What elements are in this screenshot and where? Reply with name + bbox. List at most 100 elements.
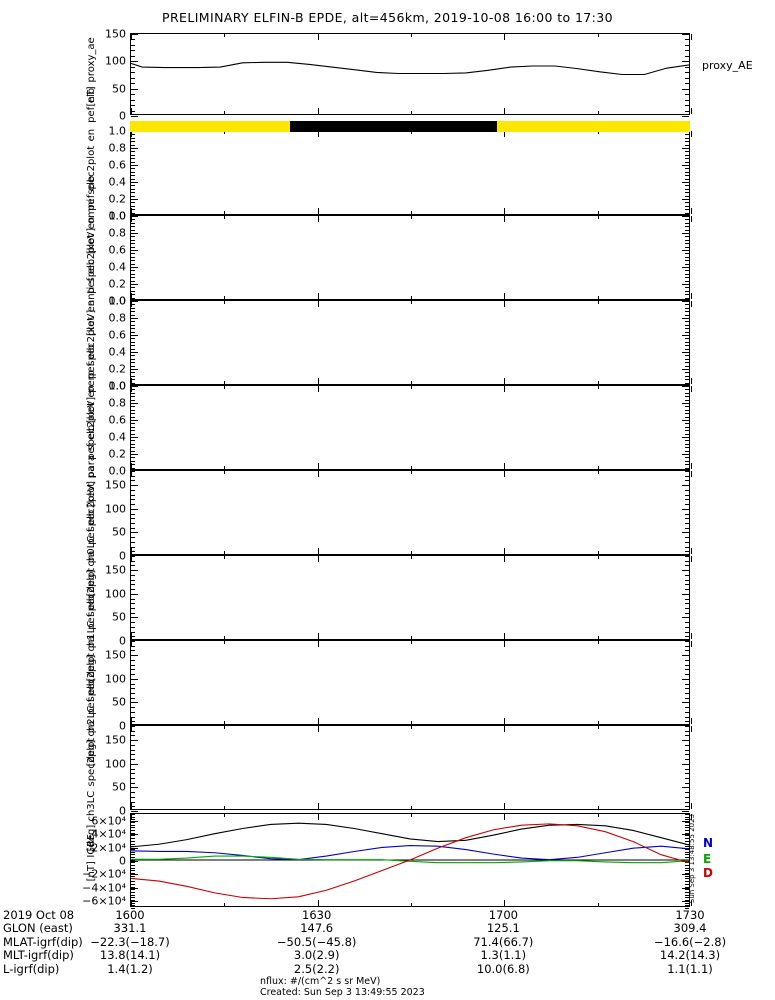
ytick-minor: [131, 897, 135, 899]
ytick-minor: [685, 236, 689, 238]
xtick-major: [504, 471, 506, 477]
ytick-minor: [131, 655, 135, 657]
xtick-major: [131, 386, 132, 392]
ytick-minor: [131, 409, 135, 411]
ytick-minor: [685, 527, 689, 529]
ytick-minor: [131, 423, 135, 425]
ytick-minor: [131, 645, 135, 647]
ytick-minor: [685, 433, 689, 435]
annotation-value: 1700: [488, 908, 518, 922]
ytick-minor: [131, 870, 135, 872]
ytick-minor: [131, 840, 135, 842]
ytick-minor: [131, 721, 135, 723]
ytick-minor: [685, 735, 689, 737]
ytick-minor: [685, 565, 689, 567]
page-title: PRELIMINARY ELFIN-B EPDE, alt=456km, 201…: [162, 10, 613, 25]
ytick-minor: [131, 72, 135, 74]
ytick-minor: [685, 827, 689, 829]
ytick-minor: [685, 239, 689, 241]
ytick-minor: [131, 607, 135, 609]
ytick-minor: [685, 806, 689, 808]
xtick-major: [504, 108, 506, 114]
ytick-minor: [131, 664, 135, 666]
ytick-minor: [685, 574, 689, 576]
panel-label-line: pa: [86, 551, 97, 564]
panel-label-line: pef: [86, 698, 97, 715]
ytick-minor: [131, 650, 135, 652]
ytick-minor: [685, 782, 689, 784]
ytick-minor: [685, 697, 689, 699]
ytick-minor: [131, 331, 135, 333]
credit-block: nflux: #/(cm^2 s sr MeV) Created: Sun Se…: [0, 976, 775, 998]
ytick-minor: [131, 168, 135, 170]
ytick-minor: [685, 773, 689, 775]
ytick-minor: [131, 185, 135, 187]
ytick-minor: [685, 905, 689, 907]
ytick-minor: [131, 598, 135, 600]
panel-curves: [131, 814, 689, 906]
ytick-minor: [131, 345, 135, 347]
ytick-minor: [685, 467, 689, 469]
panel-label-line: pa: [86, 466, 97, 479]
ytick-minor: [685, 99, 689, 101]
ytick-minor: [131, 527, 135, 529]
xtick-minor: [411, 211, 412, 214]
annotation-row: GLON (east) 331.1 147.6 125.1 309.4: [0, 921, 775, 935]
ytick-minor: [131, 692, 135, 694]
ytick-minor: [131, 297, 135, 299]
annotation-row: 2019 Oct 08 1600 1630 1700 1730: [0, 908, 775, 922]
ytick-minor: [131, 902, 135, 904]
creation-stamp-vertical: Sun Sep 3 13:48:55 2023: [688, 814, 702, 906]
ytick-minor: [685, 754, 689, 756]
ytick-minor: [685, 416, 689, 418]
ytick-label: 100: [105, 757, 126, 771]
xtick-major: [131, 633, 132, 639]
ytick-minor: [131, 88, 135, 90]
xtick-major: [691, 471, 692, 477]
ytick-minor: [131, 636, 135, 638]
ytick-minor: [685, 589, 689, 591]
ytick-minor: [131, 314, 135, 316]
ytick-minor: [131, 447, 135, 449]
ytick-minor: [685, 716, 689, 718]
axis-annotation-table: 2019 Oct 08 1600 1630 1700 1730 GLON (east) 33…: [0, 908, 775, 976]
ytick-minor: [685, 280, 689, 282]
xtick-major: [131, 548, 132, 554]
ytick-minor: [685, 683, 689, 685]
ytick-minor: [131, 551, 135, 553]
ytick-minor: [131, 811, 135, 812]
ytick-minor: [131, 369, 135, 370]
ytick-minor: [131, 280, 135, 282]
creation-stamp-text: Sun Sep 3 13:48:55 2023: [688, 814, 696, 904]
xtick-minor: [411, 556, 412, 559]
xtick-minor: [411, 111, 412, 114]
ytick-minor: [131, 471, 135, 472]
annotation-value: 1.1(1.1): [667, 961, 713, 976]
ytick-minor: [131, 881, 135, 883]
xtick-minor: [224, 636, 226, 639]
ytick-minor: [685, 650, 689, 652]
ytick-minor: [131, 233, 135, 234]
xtick-major: [131, 814, 132, 820]
ytick-minor: [685, 297, 689, 299]
ytick-minor: [131, 284, 135, 285]
panel-label-line: pef: [86, 613, 97, 630]
ytick-minor: [131, 222, 135, 224]
ytick-minor: [131, 763, 135, 765]
ytick-label: 4×10⁴: [91, 827, 126, 841]
ytick-minor: [685, 307, 689, 309]
ytick-minor: [131, 304, 135, 306]
ytick-minor: [685, 475, 689, 477]
xtick-minor: [597, 466, 599, 469]
xtick-minor: [597, 301, 599, 304]
ytick-minor: [131, 399, 135, 401]
ytick-minor: [131, 489, 135, 491]
xtick-minor: [224, 131, 226, 134]
ytick-minor: [685, 674, 689, 676]
ytick-minor: [685, 792, 689, 794]
ytick-minor: [131, 806, 135, 808]
ytick-minor: [685, 862, 689, 864]
xtick-minor: [411, 814, 412, 817]
ytick-minor: [685, 889, 689, 891]
ytick-minor: [685, 195, 689, 197]
